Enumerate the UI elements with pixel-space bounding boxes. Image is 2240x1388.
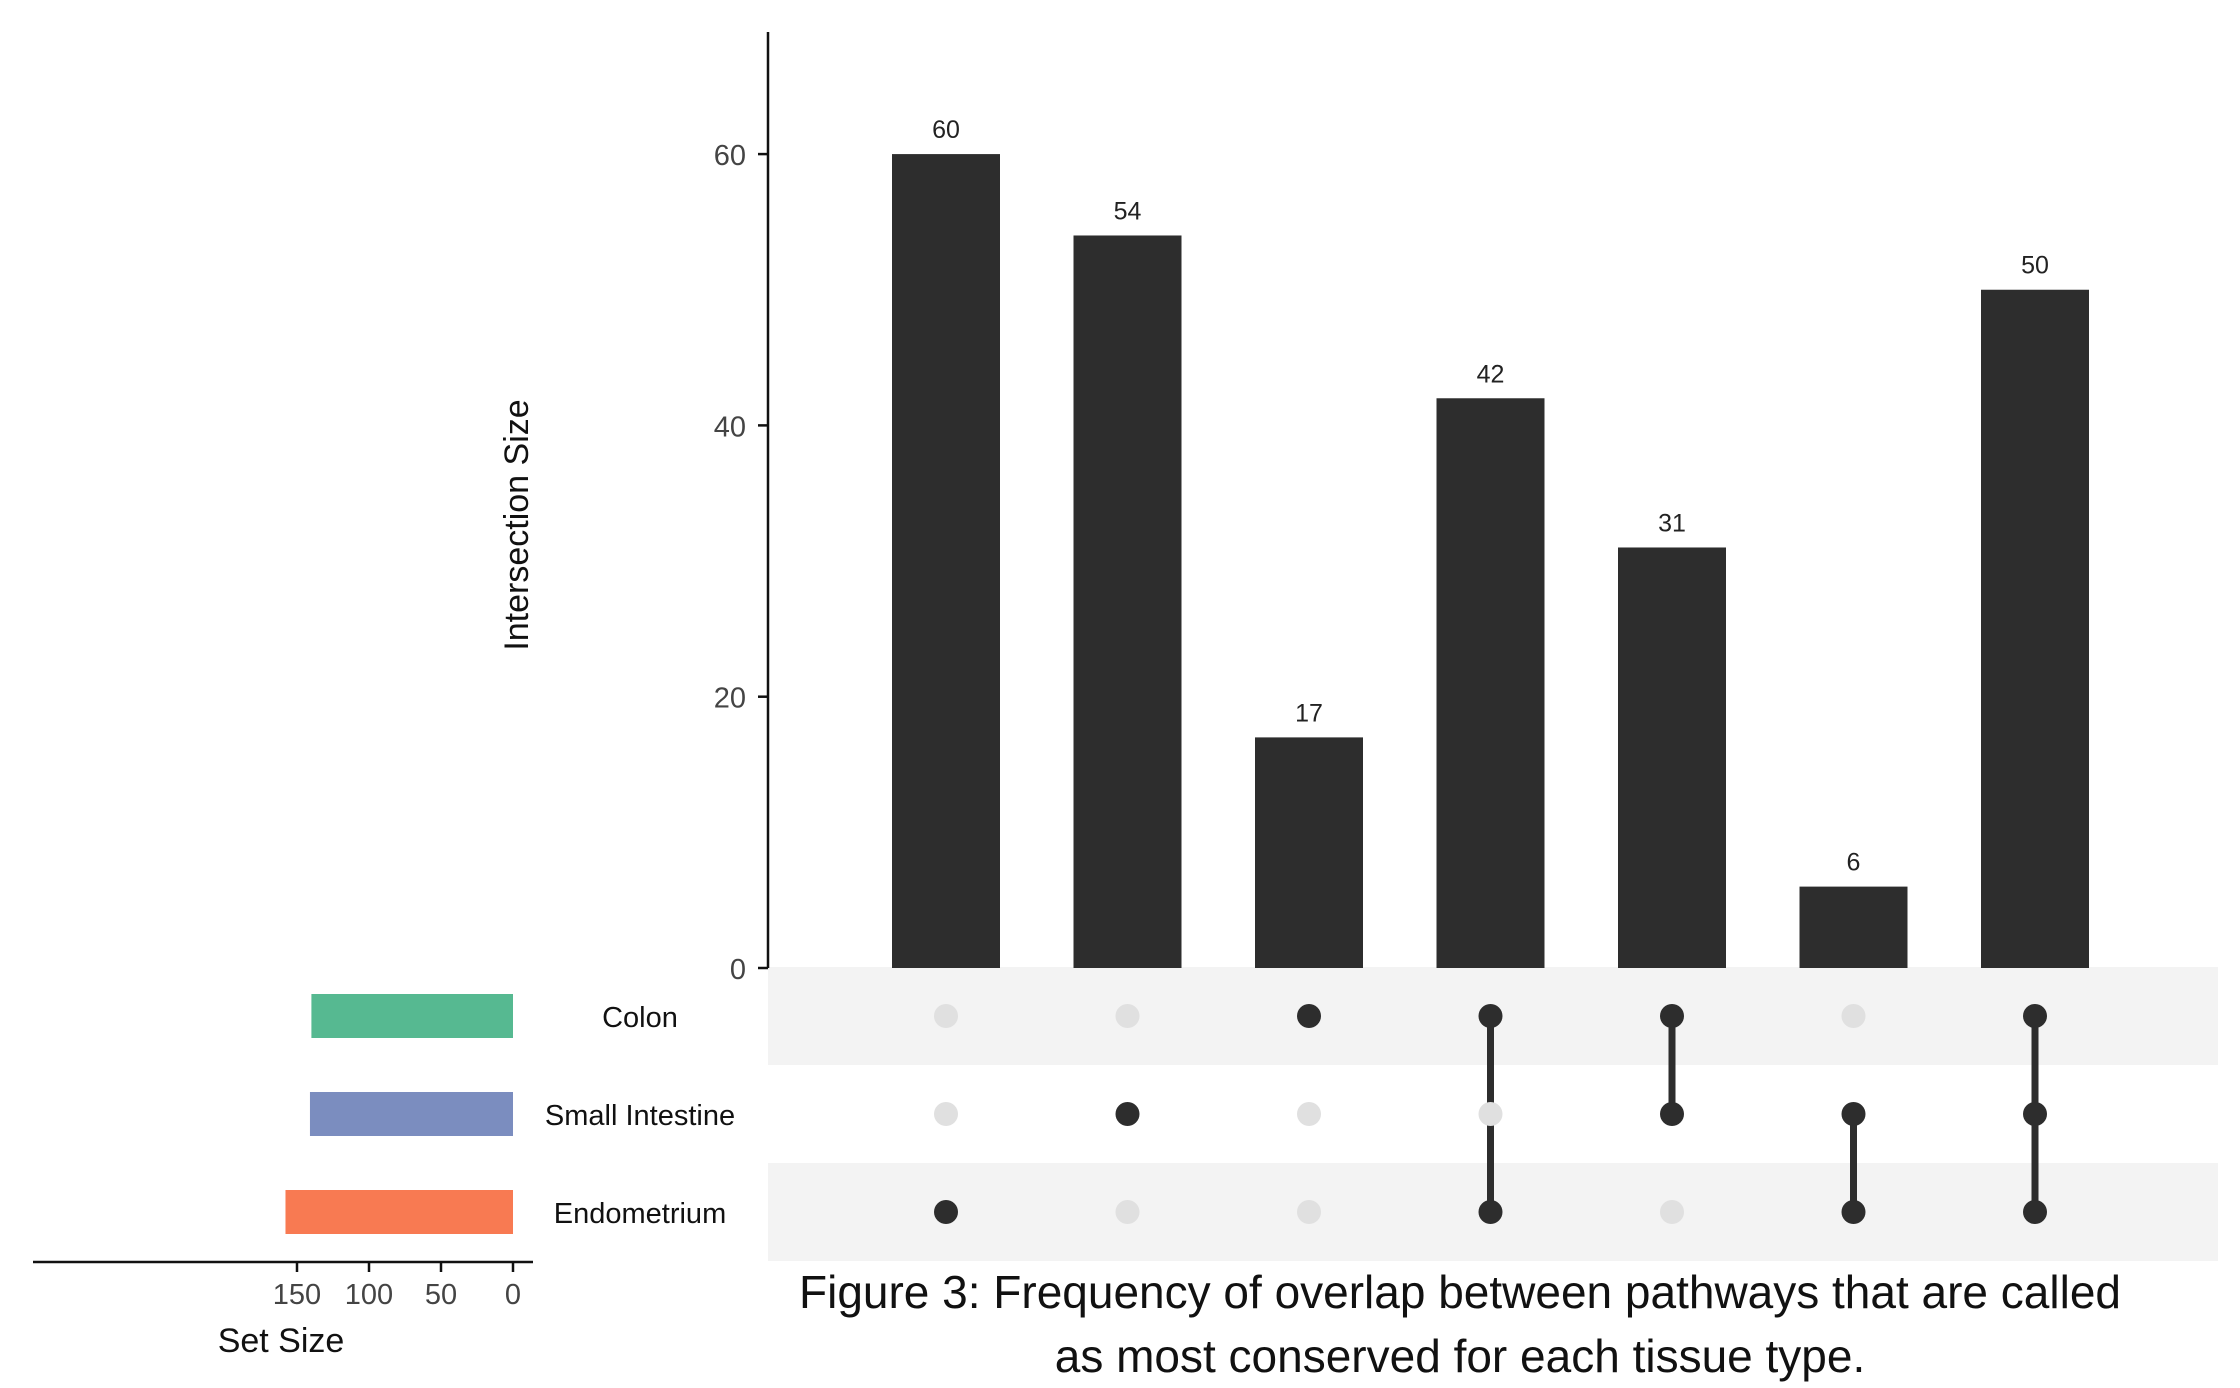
bar-value-label: 6 [1847, 849, 1861, 877]
set-size-bar [309, 1092, 513, 1136]
y-tick-label: 0 [730, 954, 746, 986]
matrix-dot-active [1841, 1200, 1866, 1224]
matrix-dot-active [1660, 1004, 1684, 1028]
intersection-bar [892, 154, 1000, 968]
matrix-dot-inactive [1660, 1200, 1684, 1224]
y-axis-title: Intersection Size [498, 399, 536, 650]
matrix-dot-active [2023, 1004, 2047, 1028]
set-size-bar [311, 994, 513, 1038]
intersection-bar [1618, 547, 1726, 968]
intersection-bar [1799, 886, 1908, 968]
matrix-dot-inactive [1297, 1102, 1321, 1126]
matrix-dot-active [1115, 1102, 1140, 1126]
matrix-dot-active [2023, 1200, 2047, 1224]
matrix-dot-inactive [934, 1004, 958, 1028]
matrix-dot-active [1297, 1004, 1321, 1028]
set-size-axis: 150 100 50 0 [33, 1260, 533, 1311]
y-tick-label: 20 [714, 683, 746, 715]
set-size-tick-label: 0 [505, 1279, 521, 1311]
matrix-dot-active [1478, 1004, 1503, 1028]
set-name-label: Colon [602, 1002, 678, 1034]
bar-value-label: 31 [1658, 509, 1686, 537]
matrix-dot-inactive [1297, 1200, 1321, 1224]
set-size-axis-title: Set Size [218, 1322, 345, 1360]
set-size-tick-label: 50 [425, 1279, 457, 1311]
intersection-matrix [934, 1004, 2047, 1224]
matrix-dot-active [1660, 1102, 1684, 1126]
bar-value-label: 54 [1114, 197, 1142, 225]
bar-value-label: 17 [1295, 699, 1323, 727]
set-name-labels: Colon Small Intestine Endometrium [545, 1002, 735, 1230]
set-size-bar [285, 1190, 513, 1234]
matrix-dot-inactive [934, 1102, 958, 1126]
matrix-dot-inactive [1478, 1102, 1503, 1126]
figure-caption: Figure 3: Frequency of overlap between p… [760, 1260, 2160, 1388]
matrix-dot-inactive [1841, 1004, 1866, 1028]
set-name-label: Endometrium [554, 1198, 726, 1230]
intersection-bars [892, 154, 2089, 968]
intersection-bar [1073, 235, 1182, 968]
intersection-size-axis: 0 20 40 60 [714, 32, 770, 986]
matrix-dot-active [1841, 1102, 1866, 1126]
matrix-dot-active [2023, 1102, 2047, 1126]
y-tick-label: 40 [714, 411, 746, 443]
matrix-dot-active [934, 1200, 958, 1224]
intersection-bar [1981, 289, 2089, 968]
y-tick-label: 60 [714, 140, 746, 172]
bar-value-label: 50 [2021, 252, 2049, 280]
matrix-dot-inactive [1115, 1200, 1140, 1224]
bar-value-label: 42 [1477, 360, 1505, 388]
caption-line-2: as most conserved for each tissue type. [1054, 1330, 1866, 1382]
set-size-bars [285, 994, 513, 1234]
set-size-tick-label: 150 [273, 1279, 321, 1311]
set-name-label: Small Intestine [545, 1100, 735, 1132]
set-size-tick-label: 100 [345, 1279, 393, 1311]
intersection-value-labels: 60 54 17 42 31 6 50 [932, 116, 2049, 877]
matrix-dot-active [1478, 1200, 1503, 1224]
intersection-bar [1436, 398, 1545, 968]
matrix-dot-inactive [1115, 1004, 1140, 1028]
caption-line-1: Figure 3: Frequency of overlap between p… [799, 1266, 2121, 1318]
bar-value-label: 60 [932, 116, 960, 144]
intersection-bar [1255, 737, 1363, 968]
